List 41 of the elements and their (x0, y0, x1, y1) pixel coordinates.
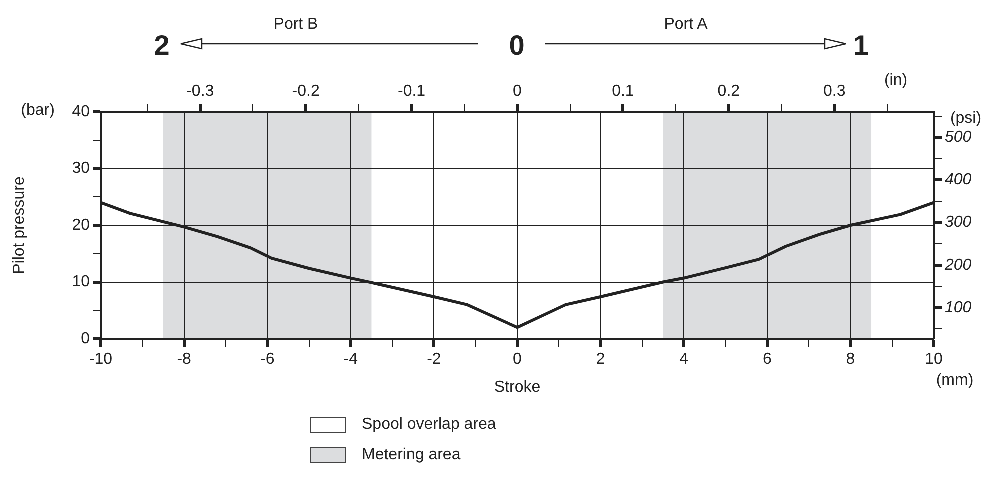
y-tick-label: 0 (81, 330, 90, 348)
y-tick-label: 10 (72, 274, 90, 291)
x2-tick-label: -0.1 (398, 82, 426, 100)
y2-tick-label: 200 (944, 256, 972, 274)
x2-tick-label: 0 (513, 82, 522, 100)
x2-tick-label: 0.1 (612, 82, 634, 100)
text: Port B (274, 16, 318, 34)
x-tick-label: 4 (680, 351, 689, 368)
x-tick-label: 0 (513, 351, 522, 368)
text: Port A (664, 16, 708, 34)
x-tick-label: 2 (596, 351, 606, 368)
x-tick-label: -6 (260, 351, 275, 368)
y2-tick-label: 400 (945, 172, 972, 189)
x2-tick-label: -0.2 (292, 82, 320, 100)
x-tick-label: -2 (427, 351, 442, 368)
x2-tick-label: 0.2 (718, 82, 740, 100)
text: 0 (509, 30, 525, 62)
text: 2 (154, 30, 170, 62)
y-tick-label: 30 (72, 160, 90, 178)
x-tick-label: -8 (177, 351, 192, 368)
x-tick-label: -4 (344, 351, 358, 368)
y-tick-label: 40 (72, 103, 90, 120)
text: Spool overlap area (362, 416, 496, 434)
x2-tick-label: 0.3 (824, 82, 846, 100)
y2-tick-label: 100 (945, 299, 972, 316)
x-tick-label: 8 (846, 351, 856, 368)
x-axis-title: Stroke (494, 378, 541, 396)
y2-tick-label: 300 (945, 214, 972, 232)
x-tick-label: -10 (89, 351, 113, 368)
y2-tick-label: 500 (945, 129, 972, 146)
legend-label: Metering area (362, 446, 461, 464)
y-axis-title: Pilot pressure (11, 176, 28, 274)
text: (bar) (21, 102, 55, 120)
y2-axis-title: (psi) (950, 110, 982, 128)
x-tick-label: 10 (925, 351, 943, 368)
x-tick-label: 6 (762, 351, 772, 368)
y-tick-label: 20 (72, 216, 90, 234)
x2-axis-title: (in) (884, 72, 908, 90)
x2-tick-label: -0.3 (186, 82, 214, 100)
text: (mm) (936, 372, 974, 390)
text: 1 (853, 30, 869, 62)
